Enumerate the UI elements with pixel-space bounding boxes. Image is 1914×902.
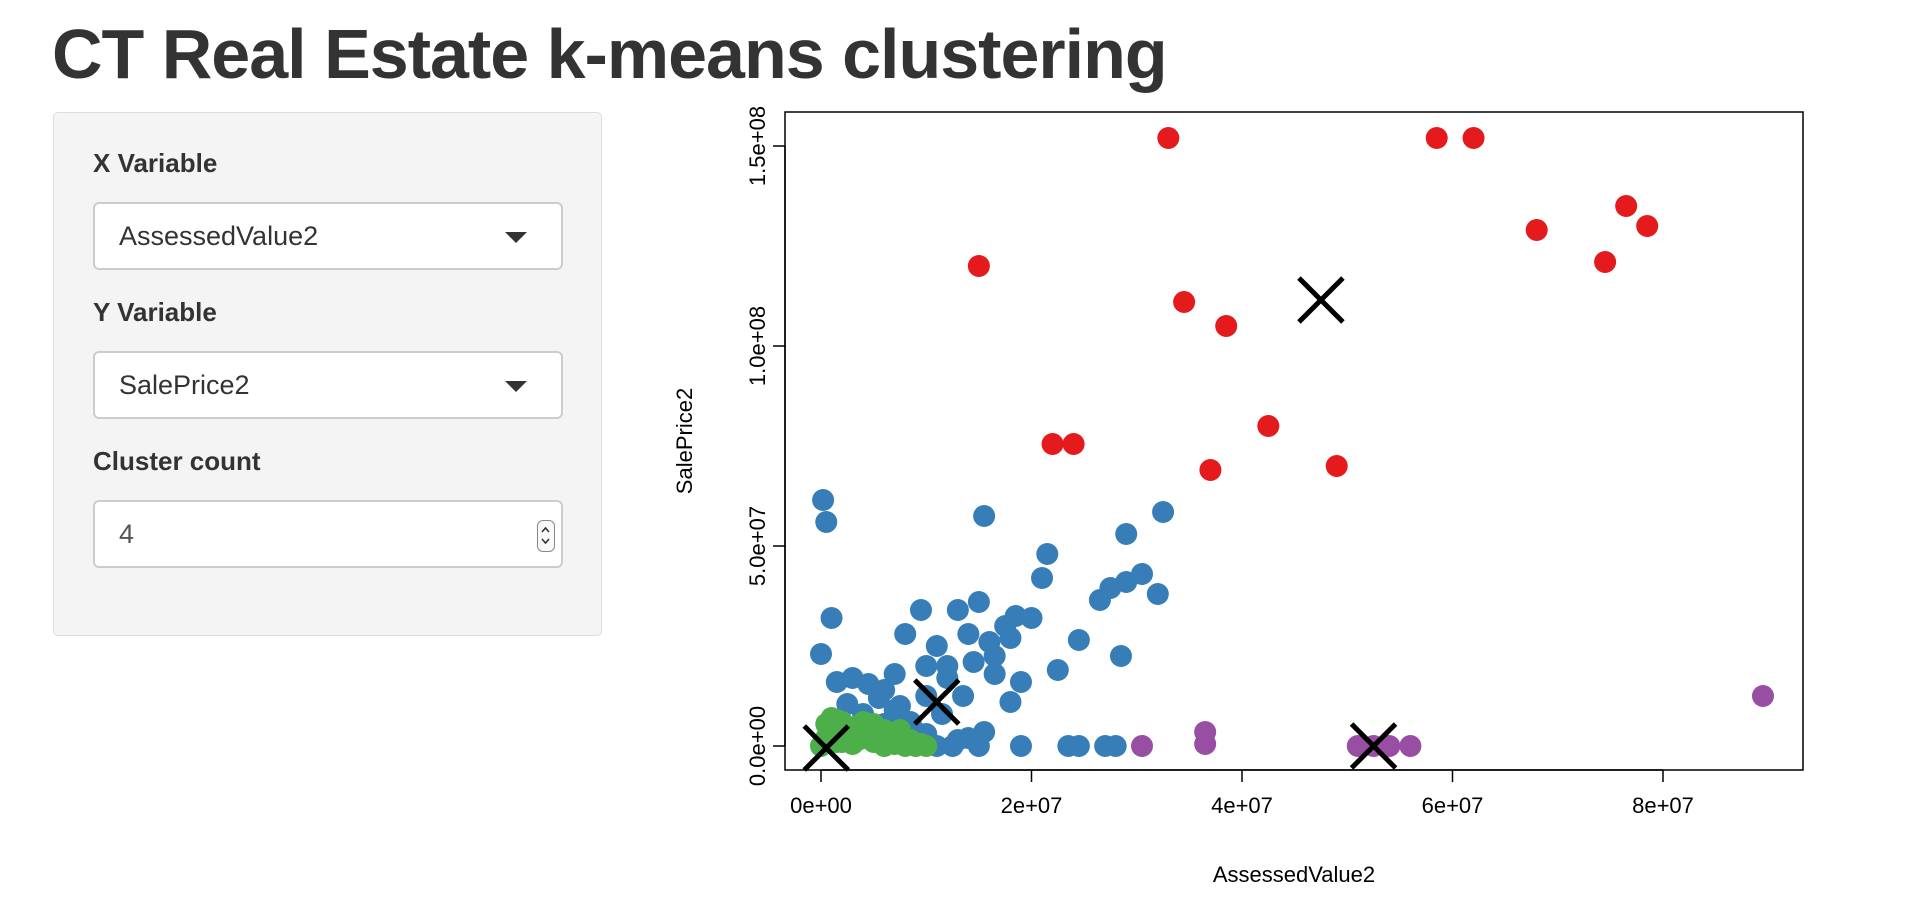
data-point: [909, 599, 932, 621]
data-point: [1152, 501, 1175, 523]
y-tick-label: 5.0e+07: [745, 506, 770, 586]
data-point: [1525, 219, 1548, 241]
y-tick-label: 0.0e+00: [745, 706, 770, 786]
x-variable-select[interactable]: AssessedValue2: [93, 202, 563, 270]
data-point: [915, 655, 938, 677]
data-point: [812, 489, 835, 511]
data-point: [999, 691, 1022, 713]
data-point: [1346, 735, 1369, 757]
data-point: [946, 599, 969, 621]
cluster-center-marker: [802, 724, 851, 772]
data-point: [846, 729, 869, 751]
data-point: [1115, 523, 1138, 545]
data-point: [1109, 645, 1132, 667]
data-point: [915, 735, 938, 757]
sidebar-panel: X Variable AssessedValue2 Y Variable Sal…: [53, 112, 602, 636]
data-point: [820, 607, 843, 629]
data-point: [1378, 735, 1401, 757]
data-point: [1041, 433, 1064, 455]
data-point: [1194, 733, 1217, 755]
data-point: [1425, 127, 1448, 149]
data-point: [894, 623, 917, 645]
cluster-count-value: 4: [119, 519, 135, 549]
cluster-center-marker: [913, 678, 961, 726]
data-point: [962, 651, 985, 673]
cluster-center-marker: [1349, 722, 1398, 770]
data-point: [867, 687, 890, 709]
data-point: [1146, 583, 1169, 605]
data-point: [1067, 735, 1090, 757]
data-point: [1594, 251, 1617, 273]
data-point: [946, 729, 969, 751]
data-point: [983, 645, 1006, 667]
data-point: [1031, 567, 1054, 589]
cluster-count-input[interactable]: 4: [93, 500, 563, 568]
data-point: [1325, 455, 1348, 477]
data-point: [836, 693, 859, 715]
data-point: [967, 591, 990, 613]
cluster-center-marker: [1297, 276, 1345, 324]
chevron-down-icon: [505, 232, 527, 243]
data-point: [867, 727, 890, 749]
data-point: [1615, 195, 1638, 217]
y-variable-value: SalePrice2: [119, 370, 250, 400]
x-tick-label: 8e+07: [1632, 793, 1694, 818]
data-point: [1131, 563, 1154, 585]
data-point: [815, 511, 838, 533]
x-variable-label: X Variable: [93, 148, 218, 178]
data-point: [888, 719, 911, 741]
data-point: [1104, 735, 1127, 757]
data-point: [1462, 127, 1485, 149]
cluster-count-label: Cluster count: [93, 446, 261, 476]
data-point: [810, 643, 832, 665]
data-point: [983, 663, 1006, 685]
data-point: [1062, 433, 1085, 455]
data-point: [967, 255, 990, 277]
data-point: [925, 635, 948, 657]
data-point: [1199, 459, 1222, 481]
x-tick-label: 6e+07: [1422, 793, 1484, 818]
data-point: [1636, 215, 1659, 237]
y-tick-label: 1.0e+08: [745, 306, 770, 386]
data-point: [825, 709, 848, 731]
data-point: [1131, 735, 1154, 757]
data-point: [999, 627, 1022, 649]
data-point: [1046, 659, 1069, 681]
x-axis-title: AssessedValue2: [1213, 862, 1375, 887]
number-spinner-icon[interactable]: [537, 520, 555, 552]
x-tick-label: 0e+00: [790, 793, 852, 818]
data-point: [936, 655, 959, 677]
page-title: CT Real Estate k-means clustering: [52, 15, 1168, 93]
data-point: [1751, 685, 1774, 707]
data-point: [1257, 415, 1280, 437]
data-point: [973, 505, 996, 527]
data-point: [1157, 127, 1180, 149]
data-point: [1173, 291, 1196, 313]
data-point: [1215, 315, 1238, 337]
data-point: [1020, 607, 1043, 629]
data-point: [1036, 543, 1059, 565]
data-point: [915, 685, 938, 707]
chevron-down-icon: [505, 381, 527, 392]
data-point: [1399, 735, 1422, 757]
y-variable-label: Y Variable: [93, 297, 217, 327]
data-point: [1009, 671, 1032, 693]
x-tick-label: 4e+07: [1211, 793, 1273, 818]
data-point: [967, 735, 990, 757]
y-axis-title: SalePrice2: [672, 388, 697, 494]
data-point: [1067, 629, 1090, 651]
y-variable-select[interactable]: SalePrice2: [93, 351, 563, 419]
data-point: [957, 623, 980, 645]
data-point: [883, 663, 906, 685]
y-tick-label: 1.5e+08: [745, 106, 770, 186]
data-point: [1009, 735, 1032, 757]
data-point: [952, 685, 975, 707]
data-point: [931, 703, 954, 725]
x-variable-value: AssessedValue2: [119, 221, 319, 251]
x-tick-label: 2e+07: [1001, 793, 1063, 818]
